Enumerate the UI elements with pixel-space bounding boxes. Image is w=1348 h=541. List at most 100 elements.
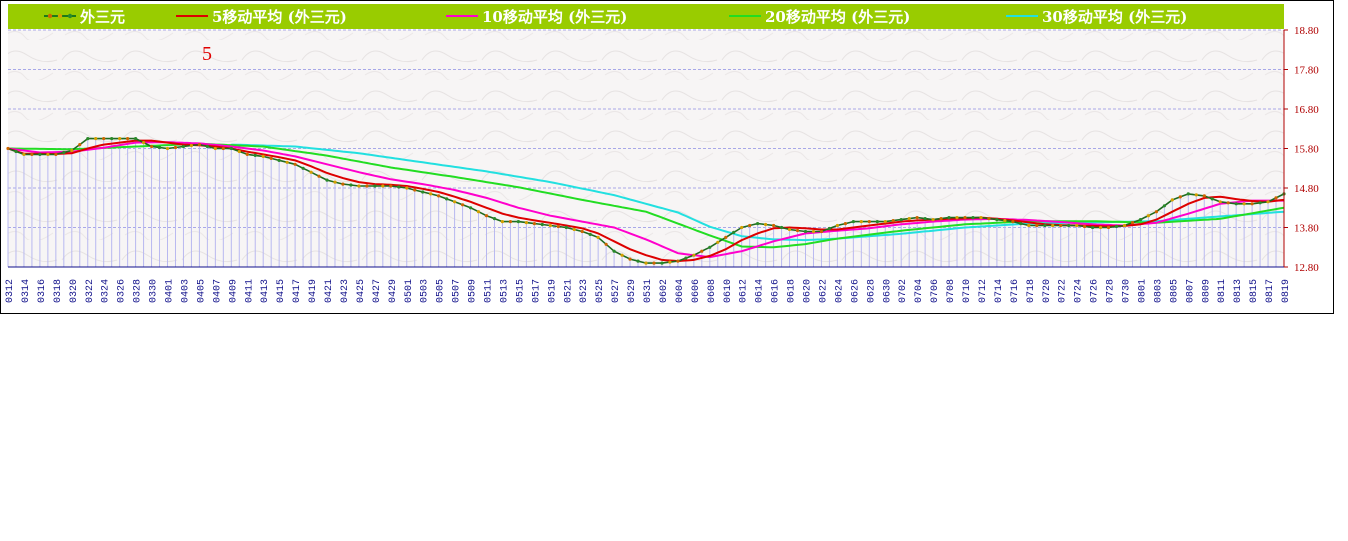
price-point	[859, 220, 863, 224]
price-point	[341, 182, 345, 186]
price-point	[453, 200, 457, 204]
x-tick-label: 0606	[691, 279, 702, 303]
price-point	[1019, 222, 1023, 226]
price-point	[708, 245, 712, 249]
price-point	[843, 222, 848, 226]
legend-marker	[57, 13, 63, 19]
price-point	[907, 217, 911, 221]
price-point	[14, 149, 18, 154]
price-point	[261, 154, 265, 158]
x-tick-label: 0815	[1249, 279, 1260, 303]
price-point	[1067, 223, 1071, 228]
x-tick-label: 0702	[898, 279, 909, 303]
price-point	[437, 194, 441, 198]
x-tick-label: 0523	[579, 279, 590, 303]
x-tick-label: 0405	[196, 279, 207, 303]
price-point	[229, 146, 233, 151]
price-point	[1274, 196, 1278, 200]
x-tick-label: 0624	[834, 279, 845, 303]
x-tick-label: 0525	[595, 279, 606, 303]
price-point	[253, 153, 257, 157]
x-tick-label: 0813	[1233, 279, 1244, 303]
y-tick-label: 14.80	[1294, 183, 1319, 195]
price-point	[955, 216, 959, 220]
price-point	[1218, 200, 1222, 204]
price-point	[110, 137, 114, 141]
x-tick-label: 0608	[707, 279, 718, 303]
series-lines	[6, 137, 1286, 265]
price-point	[1266, 200, 1270, 204]
price-point	[883, 220, 887, 224]
price-point	[325, 178, 329, 182]
price-point	[1035, 223, 1039, 228]
price-point	[381, 184, 385, 188]
price-point	[213, 146, 217, 151]
ma10-line	[7, 141, 1284, 259]
price-point	[118, 137, 122, 141]
x-tick-label: 0722	[1058, 279, 1069, 303]
price-point	[245, 152, 249, 156]
x-tick-label: 0407	[212, 279, 223, 303]
price-point	[532, 222, 537, 226]
price-point	[684, 256, 688, 260]
price-point	[86, 137, 90, 141]
price-point	[756, 222, 760, 226]
price-point	[333, 180, 337, 184]
price-point	[94, 137, 98, 141]
x-tick-label: 0602	[659, 279, 670, 303]
price-point	[1099, 225, 1103, 230]
price-point	[572, 227, 576, 232]
x-tick-label: 0708	[946, 279, 957, 303]
x-tick-label: 0330	[149, 279, 160, 303]
price-point	[891, 219, 895, 223]
x-tick-label: 0628	[866, 279, 877, 303]
x-tick-label: 0419	[308, 279, 319, 303]
price-point	[1170, 198, 1174, 202]
x-tick-label: 0423	[340, 279, 351, 303]
price-point	[301, 166, 305, 170]
price-point	[54, 152, 58, 156]
x-tick-label: 0610	[723, 279, 734, 303]
price-point	[46, 152, 50, 156]
x-tick-label: 0811	[1217, 279, 1228, 303]
price-point	[588, 232, 592, 236]
x-tick-label: 0807	[1185, 279, 1196, 303]
price-point	[38, 152, 42, 156]
price-point	[102, 137, 106, 141]
price-point	[405, 186, 409, 190]
price-point	[835, 223, 840, 228]
price-point	[979, 216, 983, 220]
x-tick-label: 0622	[819, 279, 830, 303]
x-tick-label: 0616	[771, 279, 782, 303]
x-tick-label: 0614	[755, 279, 766, 303]
x-tick-label: 0517	[531, 279, 542, 303]
x-tick-label: 0507	[452, 279, 463, 303]
x-tick-label: 0801	[1138, 279, 1149, 303]
x-tick-label: 0710	[962, 279, 973, 303]
price-point	[580, 229, 584, 234]
price-point	[995, 218, 999, 222]
x-tick-label: 0415	[276, 279, 287, 303]
x-tick-label: 0817	[1265, 279, 1276, 303]
x-tick-label: 0726	[1090, 279, 1101, 303]
price-point	[971, 216, 975, 220]
price-point	[197, 143, 201, 147]
price-point	[1250, 202, 1254, 206]
price-point	[277, 158, 281, 162]
x-tick-label: 0505	[436, 279, 447, 303]
x-tick-label: 0427	[372, 279, 383, 303]
price-point	[803, 229, 808, 234]
price-point	[1011, 220, 1015, 224]
y-axis: 18.80 17.80 16.80 15.80 14.80 13.80 12.80	[1283, 25, 1319, 274]
legend-label: 30移动平均 (外三元)	[1042, 8, 1187, 26]
price-point	[700, 249, 704, 253]
legend-bar	[8, 4, 1284, 29]
x-tick-label: 0401	[165, 279, 176, 303]
price-point	[851, 220, 856, 224]
price-point	[612, 249, 616, 253]
price-point	[1210, 197, 1214, 201]
y-tick-label: 13.80	[1294, 223, 1319, 235]
y-tick-label: 18.80	[1294, 25, 1319, 37]
price-point	[134, 137, 138, 141]
price-point	[875, 220, 879, 224]
